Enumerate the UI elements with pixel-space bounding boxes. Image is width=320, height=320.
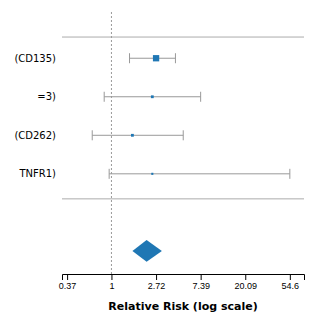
study-label: (CD262) bbox=[14, 130, 56, 141]
chart: 0.37 1 2.72 7.39 20.09 54.6 (CD135) =3) (CD262) T… bbox=[0, 0, 320, 320]
ci-line bbox=[109, 173, 290, 174]
ci-cap bbox=[129, 53, 130, 63]
reference-line bbox=[111, 12, 112, 274]
x-tick: 54.6 bbox=[282, 274, 300, 291]
x-axis-line bbox=[63, 275, 305, 281]
ci-cap bbox=[183, 130, 184, 140]
study-marker bbox=[131, 134, 134, 137]
x-tick-mark bbox=[156, 274, 157, 280]
x-tick-mark bbox=[290, 274, 291, 280]
separator bbox=[62, 198, 304, 199]
x-tick: 7.39 bbox=[192, 274, 210, 291]
study-marker bbox=[151, 95, 154, 98]
x-tick-label: 7.39 bbox=[192, 281, 210, 291]
x-axis: 0.37 1 2.72 7.39 20.09 54.6 bbox=[59, 274, 305, 291]
x-tick-label: 0.37 bbox=[59, 281, 77, 291]
ci-cap bbox=[175, 53, 176, 63]
ci-cap bbox=[200, 92, 201, 102]
ci-line bbox=[104, 96, 200, 97]
x-tick-mark bbox=[67, 274, 68, 280]
study-label: (CD135) bbox=[14, 53, 56, 64]
separator bbox=[62, 37, 304, 38]
x-tick: 2.72 bbox=[148, 274, 166, 291]
ci-cap bbox=[289, 169, 290, 179]
ci-cap bbox=[104, 92, 105, 102]
x-tick: 0.37 bbox=[59, 274, 77, 291]
x-tick-label: 2.72 bbox=[148, 281, 166, 291]
ci-line bbox=[130, 58, 176, 59]
x-tick: 20.09 bbox=[234, 274, 257, 291]
study-label: =3) bbox=[37, 91, 56, 102]
study-label: TNFR1) bbox=[18, 168, 56, 179]
study-marker bbox=[153, 55, 159, 61]
x-tick-mark bbox=[201, 274, 202, 280]
x-tick: 1 bbox=[109, 274, 114, 291]
x-tick-label: 54.6 bbox=[282, 281, 300, 291]
marks bbox=[92, 12, 290, 274]
plot: 0.37 1 2.72 7.39 20.09 54.6 (CD135) =3) (CD262) T… bbox=[14, 12, 304, 291]
ci-cap bbox=[109, 169, 110, 179]
x-tick-label: 20.09 bbox=[234, 281, 257, 291]
x-axis-title: Relative Risk (log scale) bbox=[108, 300, 257, 313]
x-tick-label: 1 bbox=[109, 281, 114, 291]
study-marker bbox=[151, 173, 153, 175]
ci-line bbox=[92, 135, 183, 136]
x-tick-mark bbox=[111, 274, 112, 280]
pooled-diamond bbox=[132, 240, 161, 262]
ci-cap bbox=[92, 130, 93, 140]
x-tick-mark bbox=[245, 274, 246, 280]
